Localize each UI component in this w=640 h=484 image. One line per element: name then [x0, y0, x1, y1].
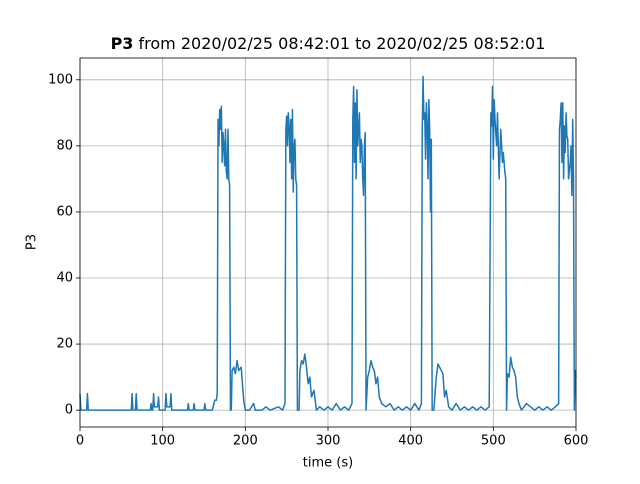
chart-title: P3 from 2020/02/25 08:42:01 to 2020/02/2…	[111, 34, 546, 53]
x-tick-label: 600	[564, 434, 589, 449]
y-tick-label: 80	[56, 138, 73, 153]
y-tick-label: 0	[65, 403, 73, 418]
title-rest: from 2020/02/25 08:42:01 to 2020/02/25 0…	[139, 34, 546, 53]
x-tick-label: 500	[481, 434, 506, 449]
title-bold: P3	[111, 34, 134, 53]
x-tick-label: 300	[316, 434, 341, 449]
plot-frame	[79, 57, 577, 428]
x-axis-label: time (s)	[303, 456, 353, 471]
x-tick-label: 0	[76, 434, 84, 449]
y-axis-label: P3	[25, 234, 40, 250]
y-tick-label: 100	[48, 72, 73, 87]
x-tick-label: 200	[233, 434, 258, 449]
x-tick-label: 400	[398, 434, 423, 449]
y-tick-label: 40	[56, 271, 73, 286]
y-tick-label: 20	[56, 337, 73, 352]
y-tick-label: 60	[56, 204, 73, 219]
x-tick-label: 100	[150, 434, 175, 449]
data-line	[79, 75, 577, 411]
